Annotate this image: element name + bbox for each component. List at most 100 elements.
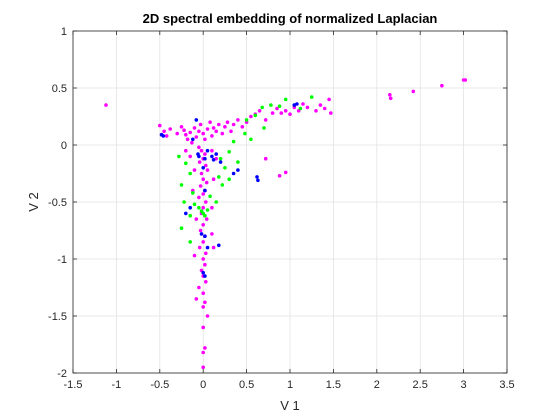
data-point bbox=[214, 200, 218, 204]
data-point bbox=[218, 156, 223, 161]
data-point bbox=[249, 137, 253, 142]
data-point bbox=[184, 148, 188, 153]
data-point bbox=[191, 137, 195, 142]
data-point bbox=[257, 109, 262, 113]
data-point bbox=[201, 240, 205, 244]
data-point bbox=[203, 137, 207, 142]
data-point bbox=[194, 297, 199, 301]
data-point bbox=[322, 106, 327, 111]
data-point bbox=[388, 96, 393, 101]
data-point bbox=[201, 166, 205, 170]
data-point bbox=[305, 105, 310, 110]
data-point bbox=[256, 178, 260, 183]
data-point bbox=[243, 131, 247, 136]
data-point bbox=[175, 131, 179, 136]
x-tick-label: 2 bbox=[374, 379, 380, 391]
data-point bbox=[192, 253, 197, 258]
data-point bbox=[197, 285, 201, 290]
data-point bbox=[269, 103, 273, 107]
data-point bbox=[283, 170, 288, 175]
data-point bbox=[188, 171, 192, 176]
data-point bbox=[295, 102, 299, 106]
x-tick-label: 0.5 bbox=[239, 379, 254, 391]
data-point bbox=[184, 161, 188, 165]
data-point bbox=[244, 118, 249, 122]
data-point bbox=[220, 183, 225, 187]
data-point bbox=[201, 205, 205, 210]
data-point bbox=[210, 232, 214, 236]
data-point bbox=[203, 188, 207, 193]
y-tick-label: 0 bbox=[61, 140, 67, 152]
data-point bbox=[201, 192, 205, 196]
data-point bbox=[283, 97, 288, 102]
data-point bbox=[201, 365, 205, 370]
data-point bbox=[168, 127, 172, 131]
data-point bbox=[217, 175, 221, 179]
data-point bbox=[327, 97, 331, 102]
data-point bbox=[204, 163, 208, 168]
data-point bbox=[205, 168, 210, 172]
data-point bbox=[440, 83, 444, 88]
x-axis-label: V 1 bbox=[280, 398, 300, 413]
data-point bbox=[182, 128, 186, 132]
data-point bbox=[194, 135, 199, 139]
data-point bbox=[298, 106, 303, 111]
data-point bbox=[329, 111, 333, 115]
data-point bbox=[197, 129, 201, 134]
x-tick-label: 1 bbox=[287, 379, 293, 391]
data-point bbox=[236, 168, 240, 172]
data-point bbox=[210, 205, 214, 210]
data-point bbox=[249, 114, 253, 119]
data-point bbox=[192, 202, 197, 207]
data-point bbox=[198, 184, 203, 188]
data-point bbox=[227, 177, 231, 181]
data-point bbox=[201, 131, 205, 136]
data-point bbox=[197, 154, 201, 159]
x-tick-label: -1 bbox=[112, 379, 122, 391]
data-point bbox=[211, 126, 216, 130]
data-point bbox=[231, 122, 236, 127]
data-point bbox=[184, 132, 188, 137]
y-tick-label: -0.5 bbox=[48, 197, 67, 209]
x-tick-label: 1.5 bbox=[326, 379, 341, 391]
data-point bbox=[203, 274, 207, 278]
data-point bbox=[217, 122, 221, 127]
data-point bbox=[208, 194, 212, 199]
data-point bbox=[197, 145, 201, 150]
data-point bbox=[197, 195, 201, 200]
data-point bbox=[277, 104, 282, 108]
chart-title: 2D spectral embedding of normalized Lapl… bbox=[143, 11, 438, 26]
data-point bbox=[205, 148, 210, 153]
data-point bbox=[104, 103, 108, 107]
y-tick-label: -1.5 bbox=[48, 311, 67, 323]
data-point bbox=[223, 166, 227, 170]
data-point bbox=[203, 213, 207, 218]
data-point bbox=[198, 122, 203, 127]
data-point bbox=[203, 156, 207, 161]
data-point bbox=[225, 120, 230, 124]
x-tick-label: -1.5 bbox=[64, 379, 83, 391]
data-point bbox=[188, 240, 192, 244]
data-point bbox=[188, 213, 192, 218]
data-point bbox=[201, 257, 205, 261]
data-point bbox=[205, 127, 210, 131]
data-point bbox=[314, 109, 318, 113]
data-point bbox=[188, 205, 192, 210]
data-point bbox=[263, 118, 268, 122]
data-point bbox=[201, 291, 205, 296]
data-point bbox=[388, 93, 392, 97]
data-point bbox=[179, 226, 184, 230]
data-point bbox=[211, 245, 216, 250]
data-point bbox=[231, 139, 236, 144]
y-tick-label: 1 bbox=[61, 26, 67, 38]
y-tick-label: -1 bbox=[57, 254, 67, 266]
data-point bbox=[204, 200, 208, 204]
data-point bbox=[203, 262, 207, 267]
data-point bbox=[204, 280, 208, 284]
data-point bbox=[211, 158, 216, 162]
data-point bbox=[203, 346, 207, 350]
data-point bbox=[188, 154, 192, 159]
data-point bbox=[260, 105, 265, 110]
data-point bbox=[203, 300, 207, 305]
data-point bbox=[158, 123, 162, 128]
